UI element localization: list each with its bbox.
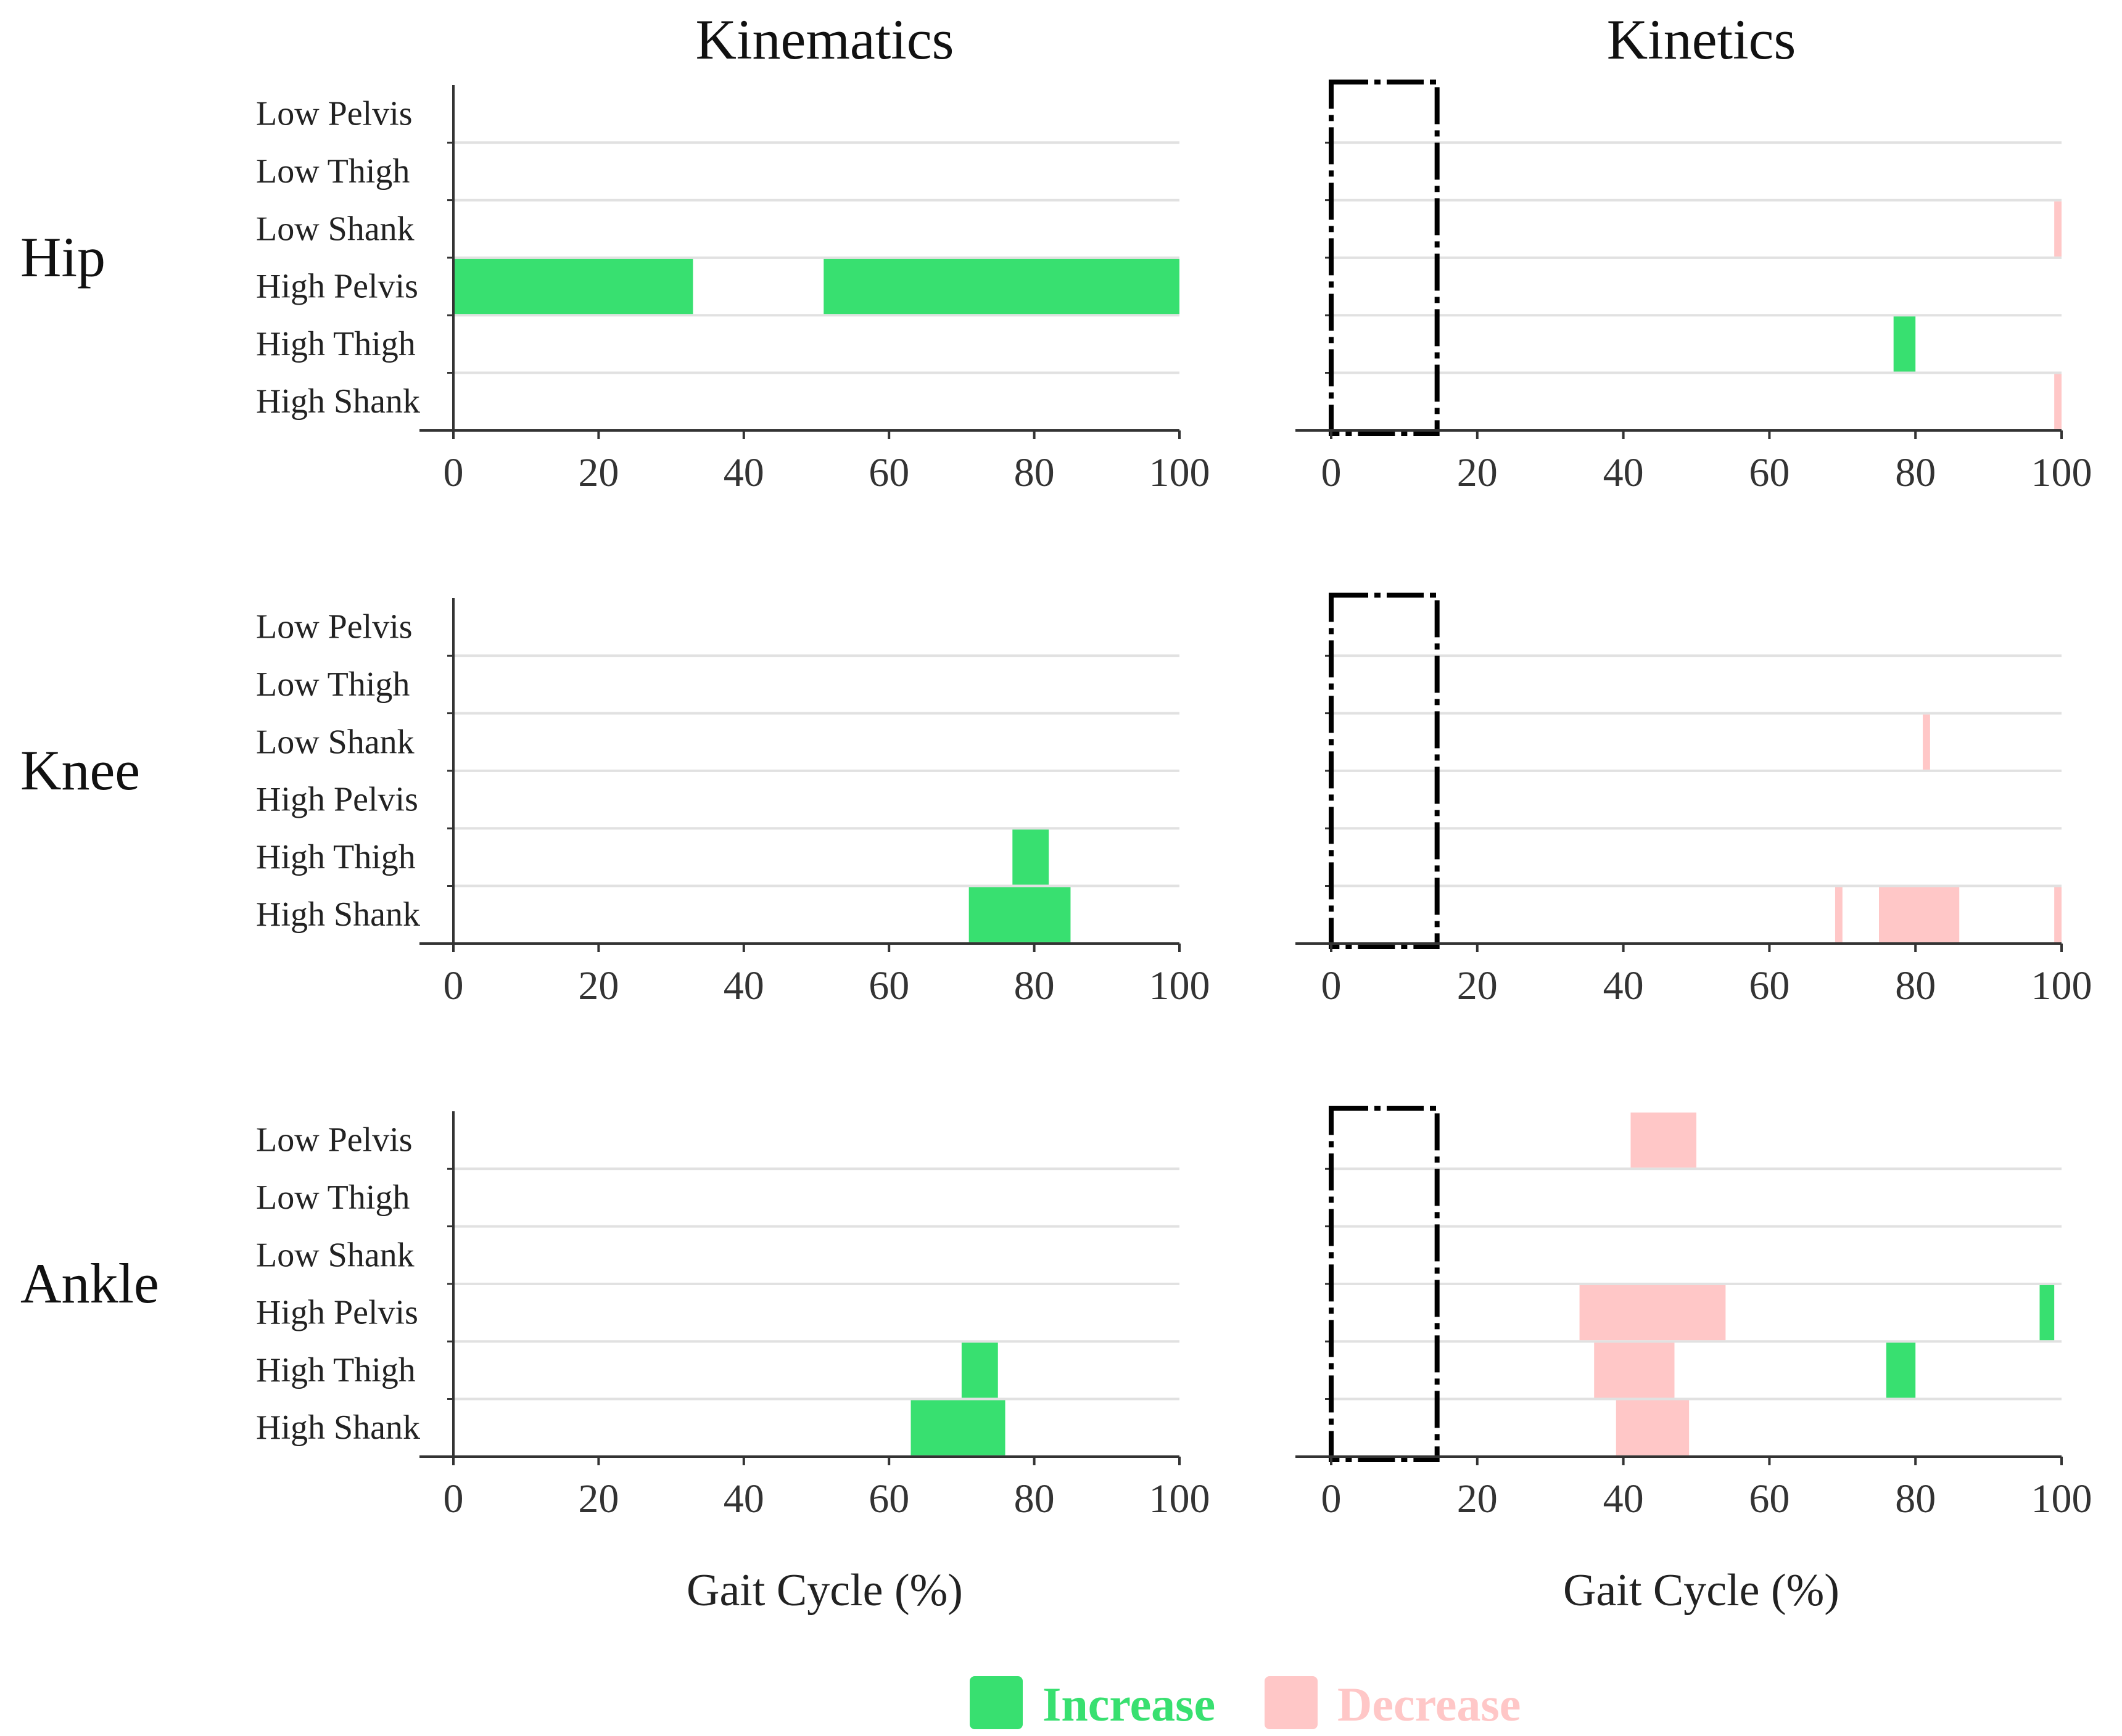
highlight-box-knee-kinetics: [1329, 593, 1440, 949]
x-tick-label-hip-kinematics-20: 20: [578, 450, 619, 495]
x-tick-label-hip-kinetics-40: 40: [1603, 450, 1644, 495]
bar-ankle-kinematics-high-shank-1: [910, 1400, 1005, 1455]
bar-ankle-kinetics-low-pelvis-0: [1630, 1113, 1696, 1168]
legend-label-increase: Increase: [1042, 1677, 1215, 1731]
panel-knee-kinetics: 0 20 40 60 80 100: [1295, 593, 2092, 1008]
x-tick-label-knee-kinetics-60: 60: [1749, 963, 1790, 1008]
bar-knee-kinetics-low-shank-0: [1923, 714, 1930, 770]
category-label-hip-kinematics-low-thigh: Low Thigh: [256, 152, 410, 191]
legend-swatch-increase: [970, 1676, 1023, 1729]
x-tick-label-ankle-kinetics-0: 0: [1321, 1476, 1342, 1521]
category-label-hip-kinematics-high-thigh: High Thigh: [256, 325, 416, 363]
row-title-hip: Hip: [20, 226, 105, 289]
bar-knee-kinetics-high-shank-1: [1835, 887, 1843, 942]
category-label-ankle-kinematics-high-shank: High Shank: [256, 1409, 420, 1447]
x-tick-label-knee-kinetics-20: 20: [1457, 963, 1498, 1008]
bar-knee-kinetics-high-shank-2: [1879, 887, 1960, 942]
bar-ankle-kinetics-high-pelvis-2: [2039, 1285, 2055, 1341]
x-tick-label-ankle-kinematics-20: 20: [578, 1476, 619, 1521]
x-tick-label-hip-kinetics-0: 0: [1321, 450, 1342, 495]
x-tick-label-knee-kinetics-40: 40: [1603, 963, 1644, 1008]
x-tick-label-knee-kinetics-80: 80: [1895, 963, 1936, 1008]
highlight-box-ankle-kinetics: [1329, 1106, 1440, 1462]
legend-swatch-decrease: [1265, 1676, 1318, 1729]
x-tick-label-ankle-kinematics-60: 60: [869, 1476, 909, 1521]
x-tick-label-hip-kinematics-40: 40: [724, 450, 764, 495]
x-tick-label-ankle-kinematics-40: 40: [724, 1476, 764, 1521]
x-tick-label-hip-kinematics-0: 0: [444, 450, 464, 495]
category-label-hip-kinematics-high-shank: High Shank: [256, 382, 420, 421]
bar-hip-kinetics-high-thigh-1: [1893, 316, 1916, 372]
panel-ankle-kinetics: 0 20 40 60 80 100: [1295, 1106, 2092, 1521]
category-label-hip-kinematics-low-shank: Low Shank: [256, 210, 415, 248]
bar-knee-kinetics-high-shank-3: [2054, 887, 2062, 942]
x-tick-label-ankle-kinematics-0: 0: [444, 1476, 464, 1521]
row-title-knee: Knee: [20, 739, 140, 802]
category-label-ankle-kinematics-high-pelvis: High Pelvis: [256, 1294, 418, 1332]
legend-label-decrease: Decrease: [1337, 1677, 1521, 1731]
x-tick-label-hip-kinetics-20: 20: [1457, 450, 1498, 495]
panels-group: 0 20 40 60 80 100 Low Pelvis Low Thigh Low Shank…: [256, 80, 2092, 1521]
x-tick-label-knee-kinematics-40: 40: [724, 963, 764, 1008]
x-tick-label-knee-kinetics-100: 100: [2031, 963, 2092, 1008]
x-tick-label-hip-kinetics-60: 60: [1749, 450, 1790, 495]
x-tick-label-hip-kinematics-100: 100: [1149, 450, 1210, 495]
x-tick-label-knee-kinematics-60: 60: [869, 963, 909, 1008]
panel-hip-kinematics: 0 20 40 60 80 100 Low Pelvis Low Thigh Low Shank…: [256, 85, 1210, 495]
category-label-ankle-kinematics-low-thigh: Low Thigh: [256, 1179, 410, 1217]
category-label-knee-kinematics-low-thigh: Low Thigh: [256, 665, 410, 704]
highlight-box-hip-kinetics: [1329, 80, 1440, 436]
x-tick-label-knee-kinematics-0: 0: [444, 963, 464, 1008]
bar-hip-kinematics-high-pelvis-1: [824, 258, 1179, 315]
x-tick-label-ankle-kinetics-100: 100: [2031, 1476, 2092, 1521]
category-label-knee-kinematics-low-pelvis: Low Pelvis: [256, 608, 413, 646]
bar-hip-kinematics-high-pelvis-0: [453, 258, 693, 315]
x-tick-label-ankle-kinetics-60: 60: [1749, 1476, 1790, 1521]
x-tick-label-ankle-kinematics-100: 100: [1149, 1476, 1210, 1521]
category-label-knee-kinematics-high-pelvis: High Pelvis: [256, 781, 418, 819]
x-tick-label-hip-kinetics-100: 100: [2031, 450, 2092, 495]
legend: Increase Decrease: [970, 1676, 1521, 1731]
x-tick-label-knee-kinetics-0: 0: [1321, 963, 1342, 1008]
column-title-kinetics: Kinetics: [1607, 8, 1796, 71]
x-tick-label-ankle-kinetics-40: 40: [1603, 1476, 1644, 1521]
x-tick-label-hip-kinematics-80: 80: [1014, 450, 1055, 495]
column-title-kinematics: Kinematics: [696, 8, 954, 71]
category-label-ankle-kinematics-low-shank: Low Shank: [256, 1236, 415, 1274]
category-label-knee-kinematics-low-shank: Low Shank: [256, 723, 415, 761]
bar-ankle-kinetics-high-thigh-4: [1886, 1343, 1916, 1398]
bar-ankle-kinetics-high-shank-5: [1616, 1400, 1690, 1455]
bar-ankle-kinematics-high-thigh-0: [961, 1343, 998, 1398]
x-tick-label-knee-kinematics-20: 20: [578, 963, 619, 1008]
x-tick-label-knee-kinematics-80: 80: [1014, 963, 1055, 1008]
panel-ankle-kinematics: 0 20 40 60 80 100 Low Pelvis Low Thigh Low Shank…: [256, 1111, 1210, 1521]
row-title-ankle: Ankle: [20, 1252, 159, 1315]
bar-hip-kinetics-low-shank-0: [2054, 201, 2062, 257]
category-label-knee-kinematics-high-shank: High Shank: [256, 895, 420, 934]
panel-knee-kinematics: 0 20 40 60 80 100 Low Pelvis Low Thigh Low Shank…: [256, 598, 1210, 1008]
category-label-ankle-kinematics-low-pelvis: Low Pelvis: [256, 1121, 413, 1159]
x-tick-label-ankle-kinetics-20: 20: [1457, 1476, 1498, 1521]
category-label-knee-kinematics-high-thigh: High Thigh: [256, 838, 416, 876]
bar-ankle-kinetics-high-thigh-3: [1594, 1343, 1675, 1398]
x-axis-label-kinetics: Gait Cycle (%): [1563, 1565, 1839, 1616]
bar-hip-kinetics-high-shank-2: [2054, 374, 2062, 429]
panel-hip-kinetics: 0 20 40 60 80 100: [1295, 80, 2092, 495]
x-tick-label-ankle-kinematics-80: 80: [1014, 1476, 1055, 1521]
category-label-hip-kinematics-low-pelvis: Low Pelvis: [256, 95, 413, 133]
bar-knee-kinematics-high-thigh-0: [1012, 829, 1049, 885]
x-tick-label-knee-kinematics-100: 100: [1149, 963, 1210, 1008]
x-tick-label-hip-kinematics-60: 60: [869, 450, 909, 495]
bar-knee-kinematics-high-shank-1: [968, 887, 1071, 942]
bar-ankle-kinetics-high-pelvis-1: [1579, 1285, 1726, 1341]
x-tick-label-hip-kinetics-80: 80: [1895, 450, 1936, 495]
category-label-ankle-kinematics-high-thigh: High Thigh: [256, 1351, 416, 1389]
x-axis-label-kinematics: Gait Cycle (%): [687, 1565, 963, 1616]
x-tick-label-ankle-kinetics-80: 80: [1895, 1476, 1936, 1521]
category-label-hip-kinematics-high-pelvis: High Pelvis: [256, 268, 418, 306]
